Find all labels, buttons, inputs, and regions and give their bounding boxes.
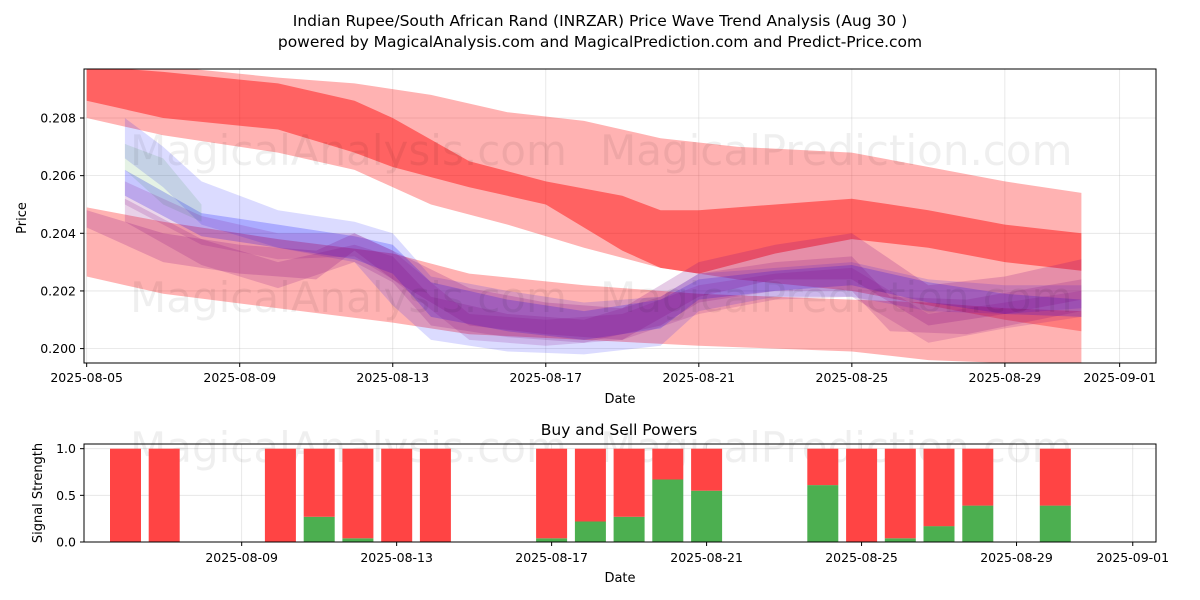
price-band-red-upper bbox=[86, 69, 1082, 332]
signal-bars bbox=[110, 448, 1071, 542]
price-grid bbox=[84, 69, 1156, 363]
sell-bar bbox=[652, 448, 684, 480]
price-x-tick-label: 2025-08-05 bbox=[50, 370, 123, 385]
price-y-tick-label: 0.202 bbox=[40, 283, 76, 298]
price-x-tick-label: 2025-08-29 bbox=[969, 370, 1042, 385]
price-band-blue-1 bbox=[124, 118, 1082, 355]
price-x-tick-label: 2025-09-01 bbox=[1083, 370, 1156, 385]
chart-title-line2: powered by MagicalAnalysis.com and Magic… bbox=[278, 33, 922, 51]
buy-bar bbox=[652, 479, 684, 542]
price-y-tick-label: 0.200 bbox=[40, 341, 76, 356]
buy-bar bbox=[536, 538, 568, 542]
price-band-purple-1 bbox=[86, 210, 1082, 340]
sell-bar bbox=[1039, 448, 1071, 506]
price-y-tick-label: 0.208 bbox=[40, 111, 76, 126]
signal-y-tick-label: 0.5 bbox=[56, 488, 76, 503]
price-band-purple-2 bbox=[124, 198, 1082, 343]
price-y-tick-label: 0.206 bbox=[40, 168, 76, 183]
price-x-tick-label: 2025-08-17 bbox=[509, 370, 582, 385]
price-plot-frame bbox=[83, 68, 1157, 364]
sell-bar bbox=[264, 448, 296, 542]
buy-bar bbox=[303, 516, 335, 542]
sell-bar bbox=[846, 448, 878, 542]
buy-bar bbox=[962, 505, 994, 542]
signal-chart-title: Buy and Sell Powers bbox=[541, 421, 698, 439]
sell-bar bbox=[923, 448, 955, 527]
signal-plot-frame bbox=[83, 443, 1157, 543]
signal-y-ticks: 0.0 0.5 1.0 bbox=[56, 441, 84, 550]
buy-bar bbox=[923, 526, 955, 542]
watermark-analysis-mid: MagicalAnalysis.com bbox=[130, 273, 567, 322]
sell-bar bbox=[884, 448, 916, 539]
sell-bar bbox=[148, 448, 180, 542]
sell-bar bbox=[303, 448, 335, 517]
sell-bar bbox=[536, 448, 568, 539]
sell-bar bbox=[613, 448, 645, 517]
watermark-analysis-top: MagicalAnalysis.com bbox=[130, 126, 567, 175]
buy-bar bbox=[574, 521, 606, 542]
price-y-tick-label: 0.204 bbox=[40, 226, 76, 241]
buy-bar bbox=[613, 516, 645, 542]
signal-x-axis-label: Date bbox=[604, 571, 635, 586]
sell-bar bbox=[962, 448, 994, 506]
buy-bar bbox=[342, 538, 374, 542]
price-x-ticks: 2025-08-05 2025-08-09 2025-08-13 2025-08-17… bbox=[50, 363, 1156, 385]
buy-bar bbox=[691, 490, 723, 542]
sell-bar bbox=[691, 448, 723, 491]
signal-x-ticks: 2025-08-09 2025-08-13 2025-08-17 2025-08-21… bbox=[205, 542, 1169, 565]
sell-bar bbox=[807, 448, 839, 486]
signal-y-tick-label: 1.0 bbox=[56, 441, 76, 456]
watermark-prediction-top: MagicalPrediction.com bbox=[600, 126, 1073, 175]
signal-x-tick-label: 2025-08-21 bbox=[670, 550, 743, 565]
price-x-tick-label: 2025-08-25 bbox=[816, 370, 889, 385]
sell-bar bbox=[381, 448, 413, 542]
signal-x-tick-label: 2025-08-25 bbox=[825, 550, 898, 565]
signal-x-tick-label: 2025-09-01 bbox=[1096, 550, 1169, 565]
price-x-tick-label: 2025-08-13 bbox=[356, 370, 429, 385]
watermark-prediction-mid: MagicalPrediction.com bbox=[600, 273, 1073, 322]
price-band-green-spike bbox=[124, 143, 202, 222]
sell-bar bbox=[342, 448, 374, 539]
signal-x-tick-label: 2025-08-13 bbox=[360, 550, 433, 565]
buy-bar bbox=[807, 485, 839, 542]
signal-y-tick-label: 0.0 bbox=[56, 535, 76, 550]
price-x-tick-label: 2025-08-09 bbox=[203, 370, 276, 385]
signal-x-tick-label: 2025-08-09 bbox=[205, 550, 278, 565]
price-bands bbox=[86, 69, 1082, 363]
buy-bar bbox=[1039, 505, 1071, 542]
sell-bar bbox=[110, 448, 141, 542]
signal-y-axis-label: Signal Strength bbox=[31, 443, 46, 543]
price-y-ticks: 0.200 0.202 0.204 0.206 0.208 bbox=[40, 111, 84, 356]
signal-x-tick-label: 2025-08-17 bbox=[515, 550, 588, 565]
price-band-red-main bbox=[86, 69, 1082, 274]
price-band-purple-3 bbox=[124, 181, 1082, 346]
sell-bar bbox=[574, 448, 606, 522]
sell-bar bbox=[419, 448, 451, 542]
price-y-axis-label: Price bbox=[15, 202, 30, 234]
price-x-axis-label: Date bbox=[604, 392, 635, 407]
price-band-red-lower bbox=[86, 207, 1082, 363]
chart-title-line1: Indian Rupee/South African Rand (INRZAR)… bbox=[293, 12, 908, 30]
price-x-tick-label: 2025-08-21 bbox=[662, 370, 735, 385]
buy-bar bbox=[884, 538, 916, 542]
signal-x-tick-label: 2025-08-29 bbox=[980, 550, 1053, 565]
